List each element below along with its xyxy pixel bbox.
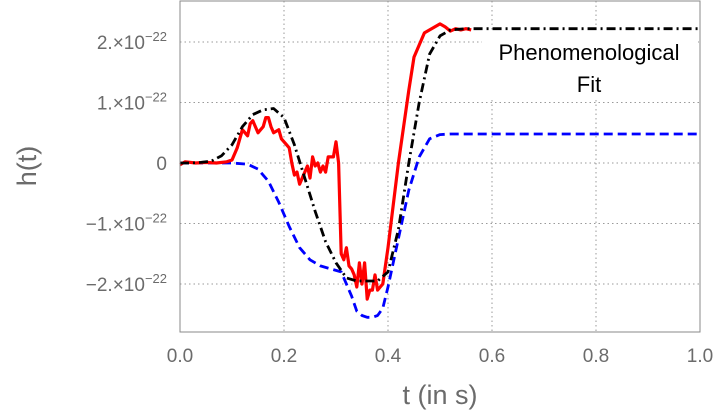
y-tick-label: 0 — [156, 154, 167, 175]
x-tick-label: 0.2 — [271, 346, 297, 367]
x-tick-label: 0.0 — [167, 346, 193, 367]
series-line-red — [179, 22, 472, 301]
annotation-background — [482, 32, 698, 100]
x-tick-label: 0.4 — [375, 346, 402, 367]
y-tick-label: 1.×10−22 — [97, 90, 167, 115]
series-group — [179, 22, 700, 319]
x-axis-title: t (in s) — [402, 380, 477, 410]
x-tick-labels: 0.0 0.2 0.4 0.6 0.8 1.0 — [167, 346, 713, 367]
plot-frame — [179, 0, 701, 333]
annotation-line-1: Phenomenological — [498, 40, 679, 65]
y-tick-labels: 2.×10−22 1.×10−22 0 −1.×10−22 −2.×10−22 — [86, 29, 167, 296]
annotation: Phenomenological Fit — [482, 32, 698, 100]
x-tick-label: 0.8 — [583, 346, 609, 367]
series-line-black — [180, 27, 700, 283]
series-line-blue — [180, 132, 700, 319]
x-tick-label: 1.0 — [687, 346, 713, 367]
y-axis-title: h(t) — [12, 146, 42, 187]
y-tick-label: 2.×10−22 — [97, 29, 167, 54]
annotation-line-2: Fit — [577, 72, 601, 97]
x-tick-label: 0.6 — [479, 346, 505, 367]
y-tick-label: −2.×10−22 — [86, 271, 167, 296]
y-tick-label: −1.×10−22 — [86, 211, 167, 236]
